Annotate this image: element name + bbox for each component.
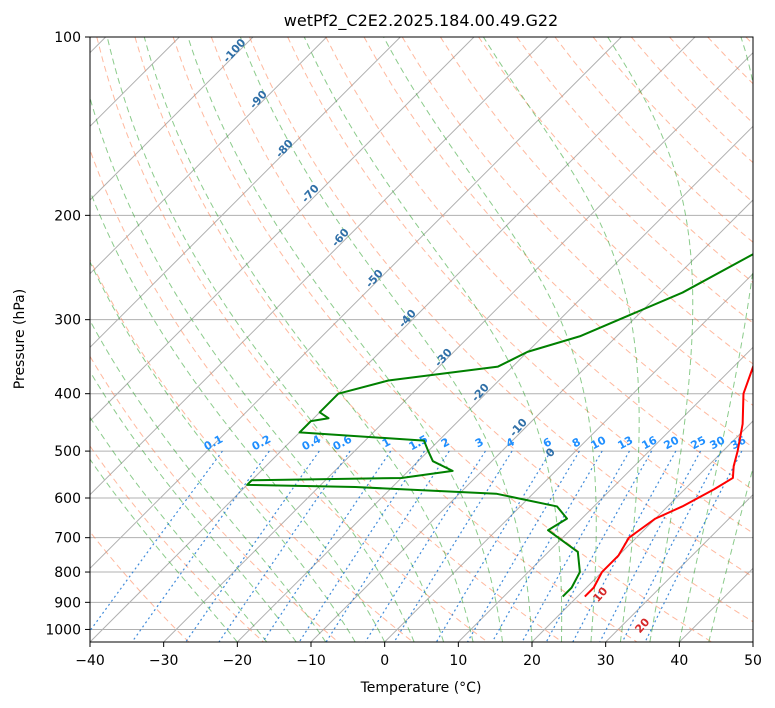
isotherm-line bbox=[90, 37, 475, 422]
isotherm-line bbox=[90, 37, 696, 642]
mixing-ratio-label: 20 bbox=[662, 433, 682, 452]
mixing-ratio-line bbox=[521, 450, 631, 642]
x-tick-label: −40 bbox=[75, 653, 105, 669]
y-axis-ticks: 100 200 300 400 500 600 700 800 900 1000 bbox=[45, 30, 90, 638]
x-tick-label: −10 bbox=[296, 653, 326, 669]
isotherm-line bbox=[90, 37, 622, 570]
moist-adiabat-line bbox=[90, 260, 356, 642]
chart-title: wetPf2_C2E2.2025.184.00.49.G22 bbox=[284, 11, 558, 31]
mixing-ratio-line bbox=[298, 450, 425, 642]
y-tick-label: 500 bbox=[54, 444, 81, 460]
moist-adiabat-line bbox=[90, 370, 297, 642]
isotherm-line bbox=[457, 346, 753, 642]
mixing-ratio-line bbox=[364, 450, 486, 642]
dry-adiabat-line bbox=[439, 37, 753, 365]
y-tick-label: 100 bbox=[54, 30, 81, 46]
y-tick-label: 300 bbox=[54, 313, 81, 329]
mixing-ratio-line bbox=[644, 450, 743, 642]
isotherm-line bbox=[90, 37, 328, 275]
moist-adiabat-line bbox=[90, 458, 238, 642]
dry-adiabat-line bbox=[90, 445, 264, 642]
moist-adiabat-line bbox=[482, 37, 640, 642]
mixing-ratio-line bbox=[435, 450, 552, 642]
mixing-ratio-label: 13 bbox=[616, 434, 636, 453]
moist-adiabat-line bbox=[607, 37, 694, 642]
dry-adiabat-line bbox=[90, 258, 414, 642]
temperature-profile-line bbox=[584, 364, 753, 598]
y-tick-label: 400 bbox=[54, 387, 81, 403]
thermo-background-lines bbox=[90, 37, 753, 642]
x-tick-label: 40 bbox=[670, 653, 688, 669]
mixing-ratio-line bbox=[325, 450, 450, 642]
mixing-ratio-label: 10 bbox=[589, 433, 609, 452]
mixing-ratio-line bbox=[393, 450, 513, 642]
dry-adiabat-line bbox=[210, 37, 753, 623]
mixing-ratio-label: 16 bbox=[640, 433, 660, 452]
y-axis-label: Pressure (hPa) bbox=[12, 289, 28, 389]
y-tick-label: 600 bbox=[54, 491, 81, 507]
moist-adiabat-line bbox=[708, 466, 753, 642]
mixing-ratio-line bbox=[572, 450, 677, 642]
mixing-ratio-line bbox=[262, 450, 392, 642]
moist-adiabat-line bbox=[143, 37, 474, 642]
x-tick-label: −20 bbox=[223, 653, 253, 669]
x-axis-label: Temperature (°C) bbox=[360, 680, 482, 696]
x-tick-label: 30 bbox=[597, 653, 615, 669]
x-tick-label: −30 bbox=[149, 653, 179, 669]
mixing-ratio-line bbox=[491, 450, 603, 642]
dry-adiabat-line bbox=[249, 37, 753, 578]
y-tick-label: 700 bbox=[54, 531, 81, 547]
isotherm-line bbox=[310, 199, 753, 642]
isotherm-line bbox=[605, 493, 753, 642]
y-tick-label: 900 bbox=[54, 595, 81, 611]
isotherm-line bbox=[236, 125, 753, 642]
y-tick-label: 200 bbox=[54, 208, 81, 224]
moist-adiabat-line bbox=[187, 37, 504, 642]
dry-adiabat-line bbox=[287, 37, 753, 534]
moist-adiabat-line bbox=[90, 189, 386, 642]
plot-frame bbox=[89, 36, 754, 643]
isotherm-line bbox=[163, 51, 753, 642]
dewpoint-profile-line bbox=[246, 253, 753, 598]
moist-adiabat-line bbox=[239, 37, 533, 642]
x-tick-label: 20 bbox=[523, 653, 541, 669]
isotherm-line bbox=[90, 37, 254, 201]
mixing-ratio-line bbox=[545, 450, 653, 642]
x-tick-label: 0 bbox=[380, 653, 389, 669]
moist-adiabat-line bbox=[90, 416, 268, 642]
profile-series bbox=[246, 253, 753, 598]
isotherm-line bbox=[531, 420, 753, 642]
mixing-ratio-line bbox=[466, 450, 580, 642]
mixing-ratio-label: 30 bbox=[708, 433, 728, 452]
dry-adiabat-line bbox=[325, 37, 753, 491]
moist-adiabat-line bbox=[678, 37, 753, 642]
y-tick-label: 800 bbox=[54, 565, 81, 581]
moist-adiabat-line bbox=[303, 37, 563, 642]
x-tick-label: 50 bbox=[744, 653, 762, 669]
moist-adiabat-line bbox=[90, 319, 327, 642]
y-tick-label: 1000 bbox=[45, 622, 81, 638]
isotherm-line bbox=[90, 37, 549, 496]
mixing-ratio-label: 25 bbox=[689, 434, 709, 453]
dry-adiabat-line bbox=[134, 37, 638, 642]
dry-adiabat-line bbox=[172, 37, 712, 642]
x-axis-ticks: −40 −30 −20 −10 0 10 20 30 40 50 bbox=[75, 642, 762, 669]
moist-adiabat-line bbox=[383, 37, 597, 642]
mixing-ratio-line bbox=[90, 450, 223, 632]
mixing-ratio-line bbox=[131, 450, 270, 642]
isotherm-line bbox=[384, 272, 753, 642]
x-tick-label: 10 bbox=[449, 653, 467, 669]
